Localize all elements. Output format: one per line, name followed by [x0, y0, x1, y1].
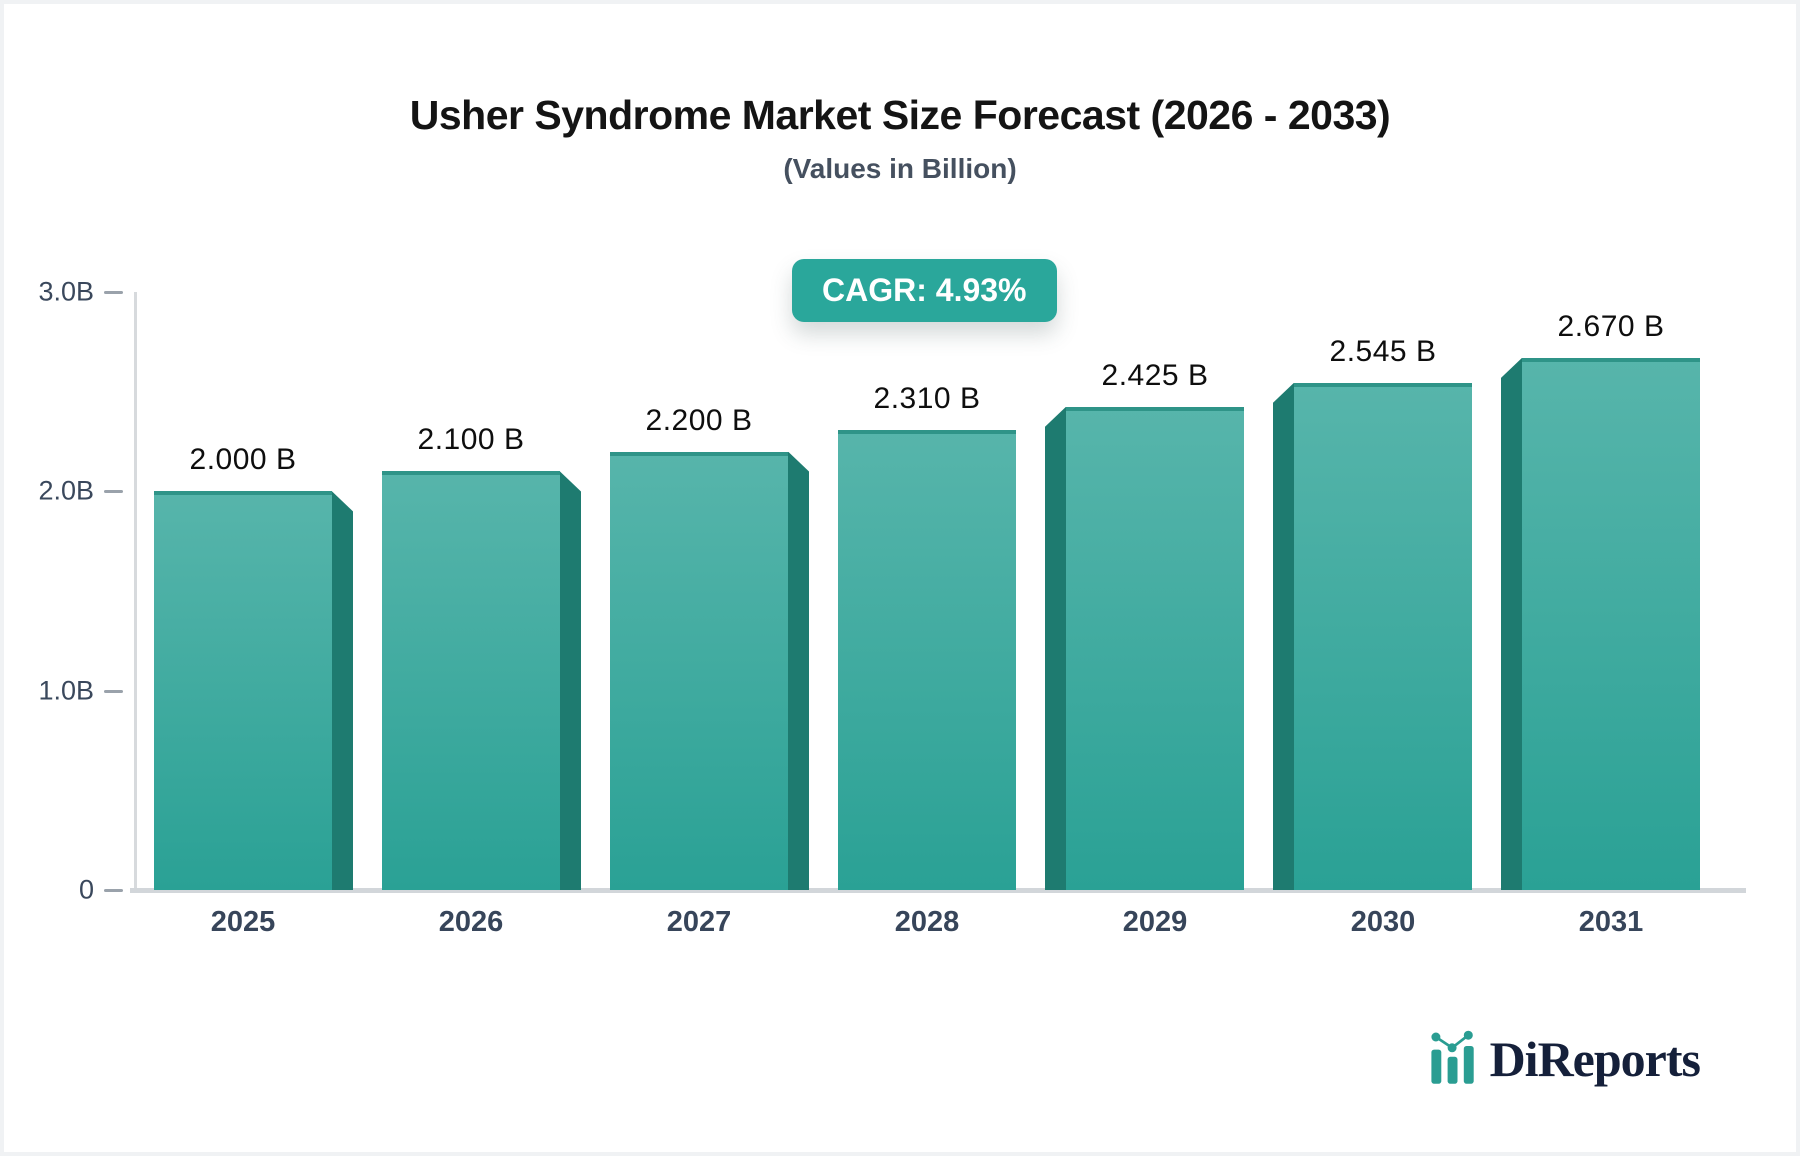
y-axis-line — [134, 292, 137, 892]
y-axis-tick — [104, 689, 123, 693]
bar-top-edge — [838, 429, 1016, 434]
bar — [1522, 357, 1700, 890]
bar-top-edge — [154, 491, 332, 496]
bar-3d-side — [560, 471, 581, 890]
bar-3d-side — [332, 491, 353, 890]
bar — [838, 429, 1016, 890]
bar-3d-side — [788, 451, 809, 890]
y-axis-tick — [104, 291, 123, 295]
x-axis-category-label: 2027 — [666, 906, 732, 938]
bar-3d-side — [1273, 382, 1294, 890]
y-axis-tick-label: 1.0B — [38, 675, 94, 706]
y-axis-tick — [104, 490, 123, 494]
bar-value-label: 2.670 B — [1557, 309, 1665, 343]
chart-header: Usher Syndrome Market Size Forecast (202… — [64, 92, 1736, 185]
y-axis-tick-label: 2.0B — [38, 475, 94, 506]
x-axis-category-label: 2031 — [1578, 906, 1644, 938]
mini-bar-line-chart-icon — [1430, 1030, 1474, 1084]
y-axis-tick — [104, 889, 123, 892]
bar-chart-plot-area: 3.0B 2.0B 1.0B 0 2.000 B 2025 2.100 B 2026 2.200… — [4, 4, 1796, 1152]
bar-value-label: 2.200 B — [645, 403, 753, 437]
bar — [1294, 382, 1472, 890]
bar-3d-side — [1045, 406, 1066, 890]
x-axis-category-label: 2028 — [894, 906, 960, 938]
chart-title: Usher Syndrome Market Size Forecast (202… — [409, 92, 1391, 138]
logo-wordmark: DiReports — [1489, 1031, 1701, 1087]
bar-top-edge — [1522, 357, 1700, 362]
bar — [610, 451, 788, 890]
bar-value-label: 2.000 B — [189, 443, 297, 477]
x-axis-category-label: 2030 — [1350, 906, 1416, 938]
bar-top-edge — [1294, 382, 1472, 387]
x-axis-category-label: 2025 — [210, 906, 276, 938]
direports-logo: DiReports — [1426, 1026, 1701, 1087]
y-axis-tick-label: 0 — [78, 874, 94, 905]
bar — [382, 471, 560, 890]
bar-top-edge — [382, 471, 560, 476]
y-axis-tick-label: 3.0B — [38, 276, 94, 307]
bar-value-label: 2.545 B — [1329, 334, 1437, 368]
bar-top-edge — [610, 451, 788, 456]
bar — [154, 491, 332, 890]
bar-value-label: 2.310 B — [873, 381, 981, 415]
bar — [1066, 406, 1244, 890]
bar-top-edge — [1066, 406, 1244, 411]
cagr-badge: CAGR: 4.93% — [792, 259, 1057, 322]
bar-value-label: 2.100 B — [417, 423, 525, 457]
bar-3d-side — [1501, 357, 1522, 890]
bar-value-label: 2.425 B — [1101, 358, 1209, 392]
x-axis-category-label: 2026 — [438, 906, 504, 938]
x-axis-category-label: 2029 — [1122, 906, 1188, 938]
chart-subtitle: (Values in Billion) — [783, 153, 1017, 184]
x-axis-line — [130, 888, 1746, 893]
